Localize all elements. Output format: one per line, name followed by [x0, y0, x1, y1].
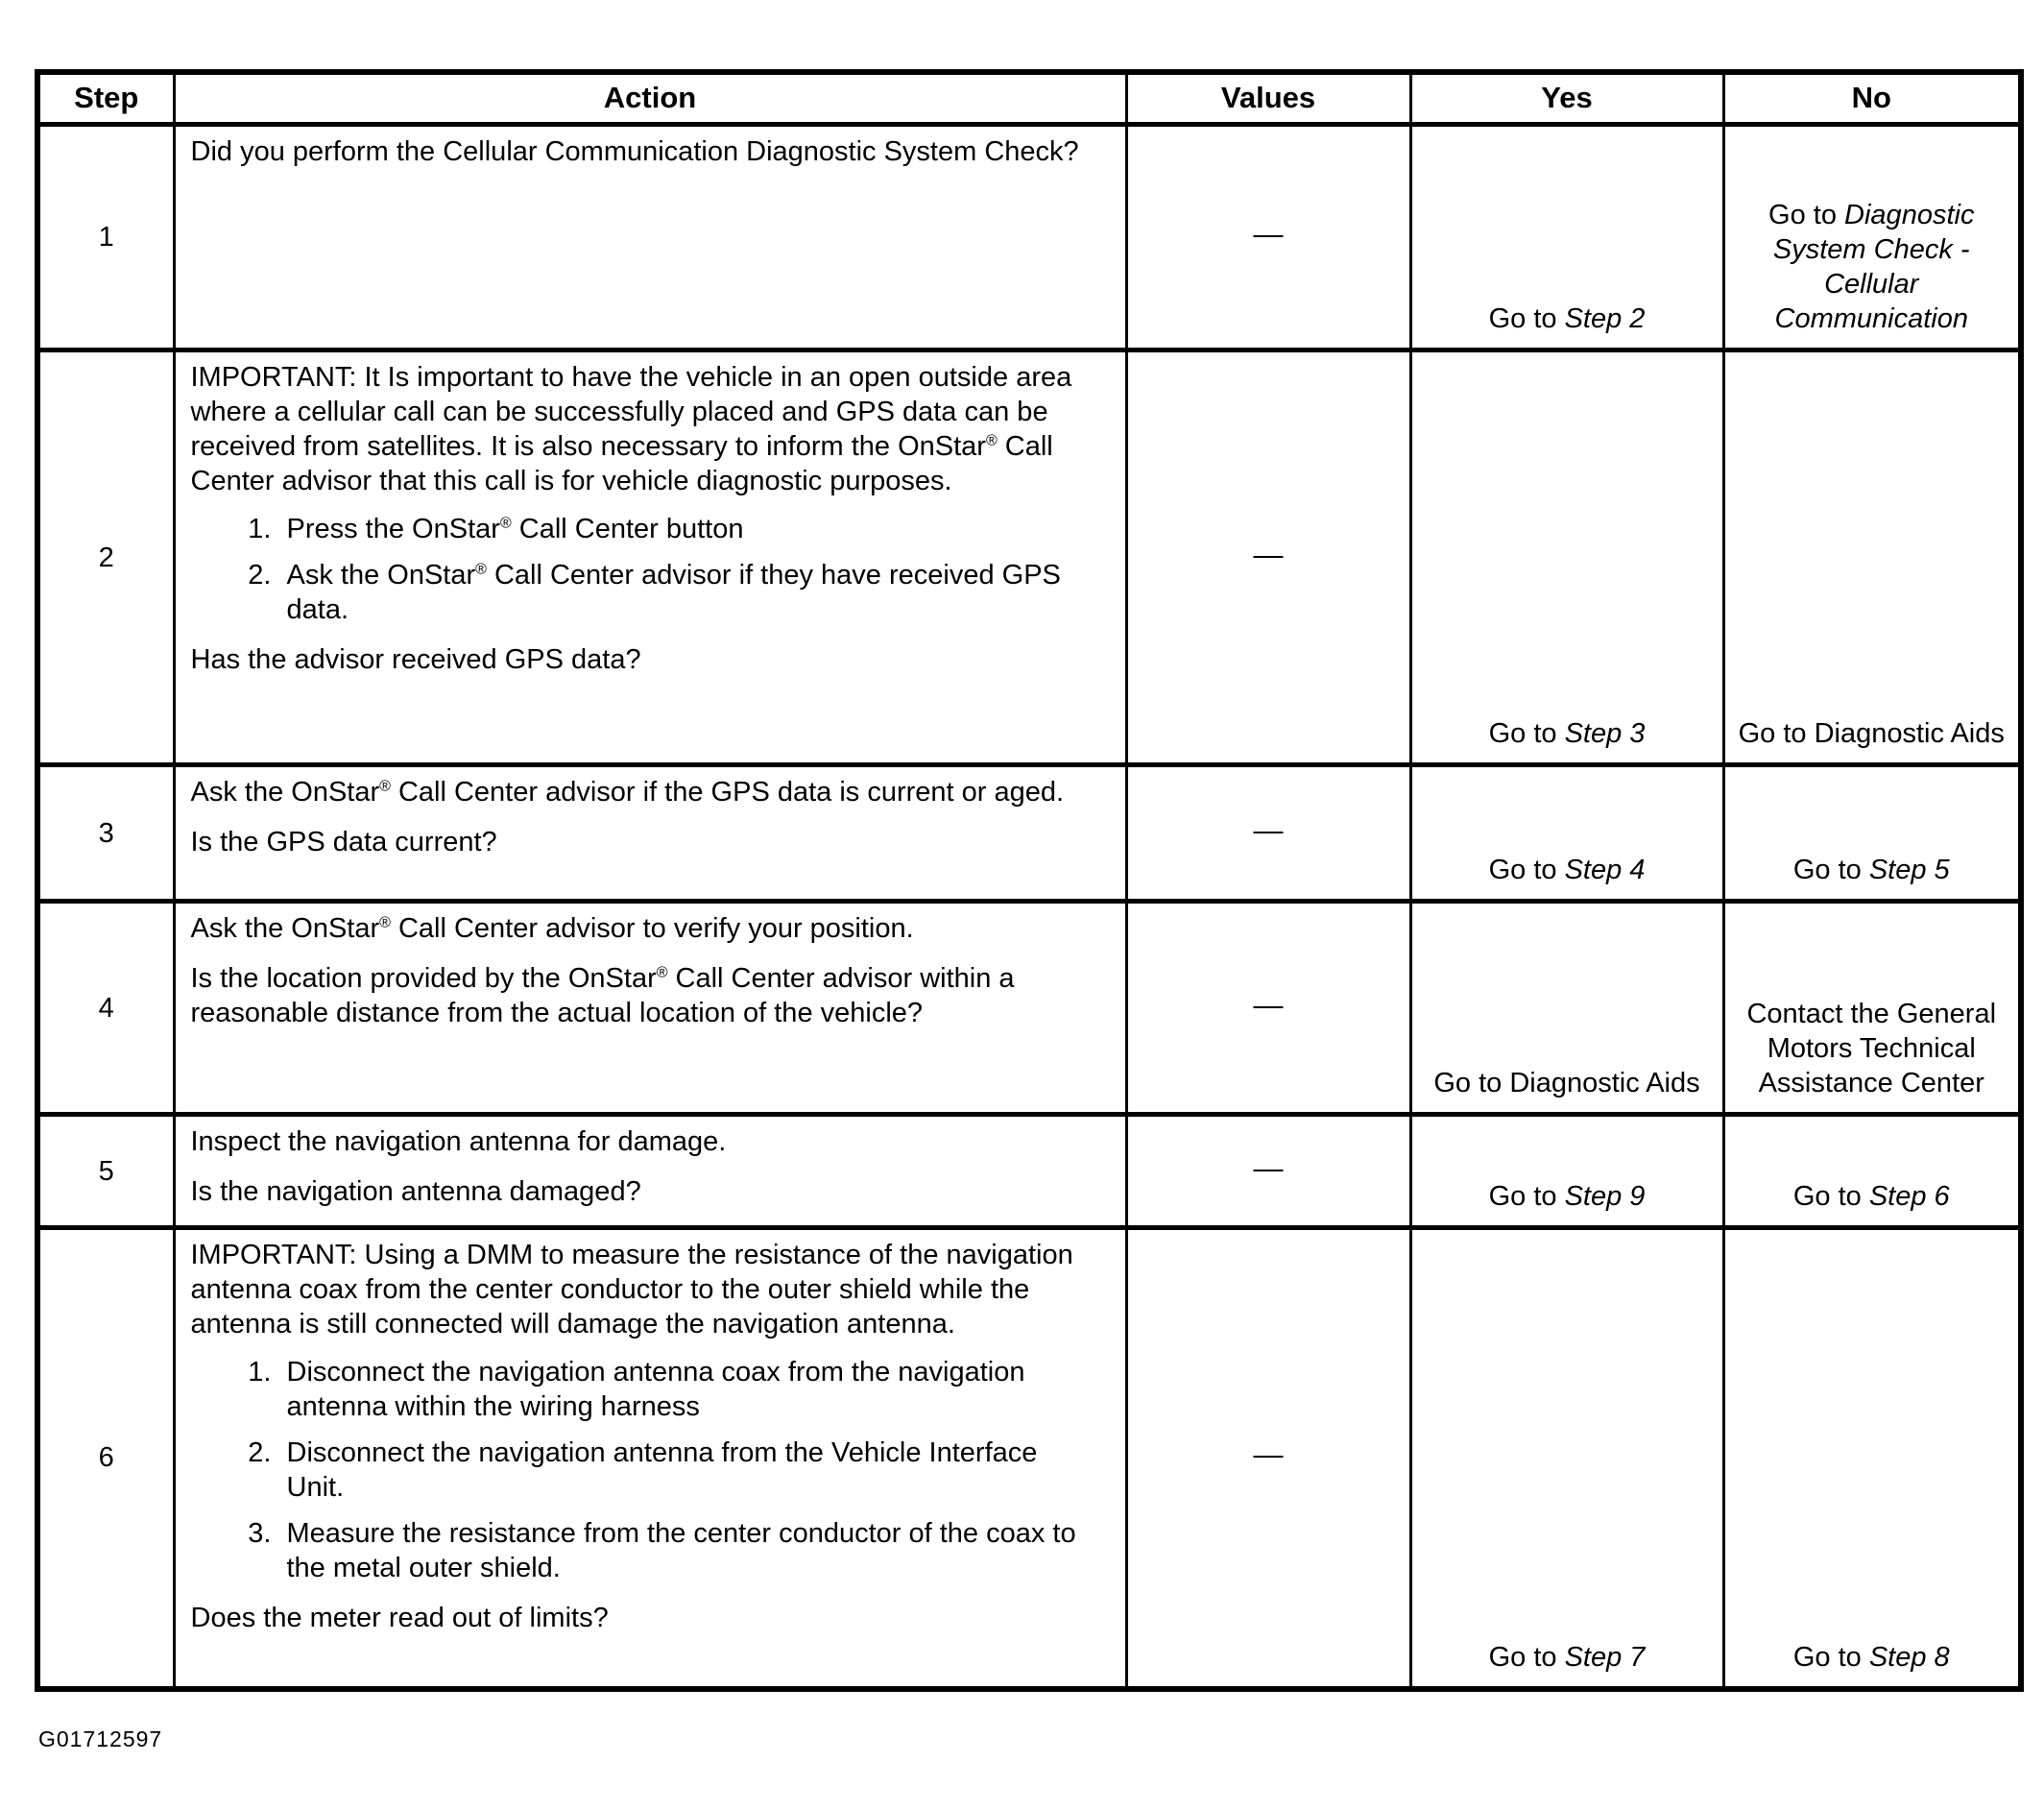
action-step-item: Ask the OnStar® Call Center advisor if t…: [279, 558, 1091, 627]
goto-yes-text: Go to Step 9: [1488, 1181, 1646, 1212]
action-paragraph: Ask the OnStar® Call Center advisor if t…: [190, 777, 1065, 808]
goto-no-text: Contact the General Motors Technical Ass…: [1746, 999, 1997, 1098]
table-row-step-2: 2 IMPORTANT: It Is important to have the…: [36, 349, 2023, 766]
no-cell: Go to Step 8: [1721, 1226, 2023, 1690]
goto-no-text: Go to Diagnostic Aids: [1738, 718, 2005, 749]
values-cell: —: [1124, 1113, 1412, 1229]
table-header-row: Step Action Values Yes No: [36, 70, 2023, 126]
action-question: Is the navigation antenna damaged?: [190, 1176, 641, 1207]
action-paragraph: Inspect the navigation antenna for damag…: [190, 1126, 727, 1157]
action-question: Is the GPS data current?: [190, 827, 497, 857]
action-paragraph: IMPORTANT: Using a DMM to measure the re…: [190, 1240, 1073, 1339]
table-row-step-4: 4 Ask the OnStar® Call Center advisor to…: [36, 900, 2023, 1116]
goto-yes-text: Go to Step 3: [1488, 718, 1646, 749]
values-cell: —: [1124, 763, 1412, 903]
action-question: Does the meter read out of limits?: [190, 1603, 609, 1633]
action-question: Has the advisor received GPS data?: [190, 644, 641, 675]
action-step-list: Disconnect the navigation antenna coax f…: [191, 1355, 1091, 1585]
action-cell: Ask the OnStar® Call Center advisor to v…: [172, 900, 1128, 1116]
col-header-action: Action: [172, 70, 1128, 126]
table-row-step-3: 3 Ask the OnStar® Call Center advisor if…: [36, 763, 2023, 903]
step-number: 4: [36, 900, 176, 1116]
yes-cell: Go to Step 3: [1408, 349, 1725, 766]
action-question: Is the location provided by the OnStar® …: [190, 963, 1015, 1028]
values-cell: —: [1124, 1226, 1412, 1690]
goto-yes-text: Go to Diagnostic Aids: [1433, 1068, 1700, 1098]
action-step-list: Press the OnStar® Call Center button Ask…: [191, 512, 1091, 627]
no-cell: Go to Diagnostic System Check - Cellular…: [1721, 123, 2023, 351]
values-cell: —: [1124, 123, 1412, 351]
action-step-item: Measure the resistance from the center c…: [279, 1516, 1091, 1585]
step-number: 1: [36, 123, 176, 351]
goto-yes-text: Go to Step 7: [1488, 1641, 1646, 1673]
action-cell: IMPORTANT: Using a DMM to measure the re…: [172, 1226, 1128, 1690]
no-cell: Go to Step 5: [1721, 763, 2023, 903]
col-header-yes: Yes: [1408, 70, 1725, 126]
action-paragraph: IMPORTANT: It Is important to have the v…: [190, 362, 1072, 496]
no-cell: Go to Diagnostic Aids: [1721, 349, 2023, 766]
table-row-step-6: 6 IMPORTANT: Using a DMM to measure the …: [36, 1226, 2023, 1690]
goto-yes-text: Go to Step 4: [1488, 855, 1646, 885]
no-cell: Contact the General Motors Technical Ass…: [1721, 900, 2023, 1116]
col-header-step: Step: [36, 70, 176, 126]
figure-id: G01712597: [38, 1726, 163, 1751]
step-number: 2: [36, 349, 176, 766]
action-paragraph: Did you perform the Cellular Communicati…: [190, 136, 1079, 167]
step-number: 6: [36, 1226, 176, 1690]
action-step-item: Disconnect the navigation antenna from t…: [279, 1436, 1091, 1505]
step-number: 5: [36, 1113, 176, 1229]
goto-no-text: Go to Step 6: [1792, 1181, 1950, 1212]
no-cell: Go to Step 6: [1721, 1113, 2023, 1229]
yes-cell: Go to Step 2: [1408, 123, 1725, 351]
diagnostic-table: Step Action Values Yes No 1 Did you perf…: [35, 69, 2024, 1692]
action-cell: IMPORTANT: It Is important to have the v…: [172, 349, 1128, 766]
yes-cell: Go to Step 7: [1408, 1226, 1725, 1690]
yes-cell: Go to Step 9: [1408, 1113, 1725, 1229]
yes-cell: Go to Diagnostic Aids: [1408, 900, 1725, 1116]
values-cell: —: [1124, 349, 1412, 766]
yes-cell: Go to Step 4: [1408, 763, 1725, 903]
goto-no-text: Go to Step 8: [1792, 1641, 1950, 1673]
col-header-values: Values: [1124, 70, 1412, 126]
action-step-item: Disconnect the navigation antenna coax f…: [279, 1355, 1091, 1424]
action-paragraph: Ask the OnStar® Call Center advisor to v…: [190, 913, 914, 944]
table-row-step-5: 5 Inspect the navigation antenna for dam…: [36, 1113, 2023, 1229]
goto-no-text: Go to Diagnostic System Check - Cellular…: [1768, 200, 1975, 334]
goto-yes-text: Go to Step 2: [1488, 303, 1646, 334]
goto-no-text: Go to Step 5: [1792, 855, 1950, 885]
values-cell: —: [1124, 900, 1412, 1116]
action-step-item: Press the OnStar® Call Center button: [279, 512, 1091, 546]
action-cell: Did you perform the Cellular Communicati…: [172, 123, 1128, 351]
action-cell: Inspect the navigation antenna for damag…: [172, 1113, 1128, 1229]
action-cell: Ask the OnStar® Call Center advisor if t…: [172, 763, 1128, 903]
col-header-no: No: [1721, 70, 2023, 126]
table-row-step-1: 1 Did you perform the Cellular Communica…: [36, 123, 2023, 351]
step-number: 3: [36, 763, 176, 903]
